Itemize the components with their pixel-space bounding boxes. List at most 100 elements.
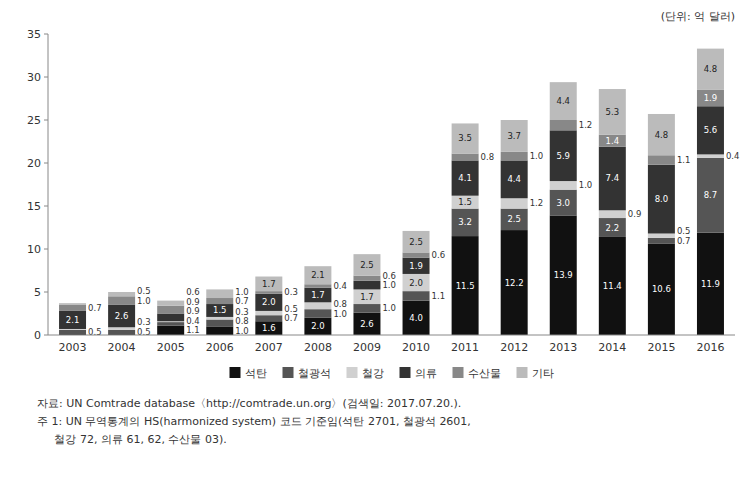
legend-swatch: [283, 367, 294, 378]
legend-item: 철광석: [283, 367, 331, 380]
y-tick: [44, 335, 48, 336]
data-label: 1.0: [333, 309, 347, 319]
data-label: 7.4: [606, 173, 620, 183]
bar-segment: [206, 298, 233, 304]
bar-segment: [501, 120, 528, 152]
legend-swatch: [347, 367, 358, 378]
bar-segment: [697, 106, 724, 154]
data-label: 1.5: [213, 305, 227, 315]
chart: 0.52.10.70.50.32.61.00.51.10.40.90.90.61…: [0, 0, 749, 482]
data-label: 4.8: [655, 130, 669, 140]
bar-segment: [697, 233, 724, 335]
note: 철강 72, 의류 61, 62, 수산물 03).: [37, 433, 227, 446]
bar-segment: [648, 244, 675, 335]
legend-label: 석탄: [245, 367, 267, 380]
data-label: 3.0: [556, 198, 570, 208]
bars: [59, 49, 724, 335]
bar-segment: [452, 209, 479, 237]
data-label: 2.0: [311, 321, 325, 331]
bar-segment: [206, 304, 233, 317]
bar-segment: [59, 303, 86, 305]
bar-segment: [403, 231, 430, 253]
bar-segment: [697, 158, 724, 233]
x-tick-label: 2010: [402, 341, 430, 354]
data-label: 1.0: [137, 296, 151, 306]
bar-segment: [452, 154, 479, 161]
data-label: 0.7: [235, 296, 249, 306]
bar-segment: [108, 305, 135, 327]
x-tick-label: 2004: [108, 341, 136, 354]
y-tick-label: 25: [27, 114, 41, 127]
bar-segment: [599, 135, 626, 147]
data-label: 2.5: [360, 260, 374, 270]
unit-label: (단위: 억 달러): [661, 10, 735, 23]
x-tick-label: 2011: [451, 341, 479, 354]
data-label: 0.3: [137, 317, 151, 327]
data-label: 4.4: [507, 174, 521, 184]
data-label: 1.0: [579, 180, 593, 190]
legend-label: 철강: [362, 367, 384, 380]
bar-segment: [108, 327, 135, 330]
bar-segment: [501, 209, 528, 231]
data-label: 0.6: [382, 271, 396, 281]
bar-segment: [255, 277, 282, 292]
y-tick-label: 5: [34, 286, 41, 299]
bar-segment: [648, 165, 675, 234]
bar-segment: [353, 313, 380, 335]
bar-segment: [403, 301, 430, 335]
bar-segment: [599, 237, 626, 335]
y-tick-label: 35: [27, 28, 41, 41]
bar-segment: [697, 49, 724, 90]
data-label: 1.0: [382, 280, 396, 290]
data-label: 8.7: [704, 190, 718, 200]
data-label: 0.5: [284, 304, 298, 314]
x-tick-label: 2015: [647, 341, 675, 354]
data-label: 2.5: [409, 237, 423, 247]
legend-label: 기타: [532, 367, 554, 380]
data-label: 11.9: [701, 279, 720, 289]
data-label: 4.8: [704, 64, 718, 74]
data-label: 0.7: [284, 313, 298, 323]
data-label: 1.7: [360, 292, 374, 302]
data-label: 11.5: [456, 281, 475, 291]
data-label: 0.6: [186, 287, 200, 297]
x-tick-label: 2008: [304, 341, 332, 354]
data-label: 0.3: [235, 307, 249, 317]
bar-segment: [304, 309, 331, 318]
bar-segment: [648, 114, 675, 155]
data-label: 4.1: [458, 173, 472, 183]
bar-segment: [452, 160, 479, 195]
bar-segment: [599, 210, 626, 218]
data-label: 1.1: [186, 325, 200, 335]
bar-segment: [648, 234, 675, 238]
x-tick-label: 2005: [157, 341, 185, 354]
bar-segment: [304, 318, 331, 335]
bar-segment: [501, 160, 528, 198]
data-label: 10.6: [652, 284, 671, 294]
data-label: 1.1: [432, 291, 446, 301]
bar-segment: [59, 311, 86, 329]
bar-segment: [550, 82, 577, 120]
bar-segment: [255, 315, 282, 321]
x-tick-label: 2013: [549, 341, 577, 354]
data-label: 0.8: [481, 152, 495, 162]
data-label: 0.8: [333, 299, 347, 309]
bar-segment: [452, 123, 479, 153]
bar-segment: [550, 190, 577, 216]
data-label: 8.0: [655, 194, 669, 204]
bar-segment: [599, 89, 626, 135]
bar-segment: [353, 254, 380, 276]
bar-segment: [157, 322, 184, 325]
y-tick: [44, 77, 48, 78]
data-label: 2.6: [360, 319, 374, 329]
bar-segment: [403, 258, 430, 274]
x-tick-label: 2016: [696, 341, 724, 354]
data-label: 0.4: [186, 316, 200, 326]
bar-segment: [255, 291, 282, 294]
data-label: 2.5: [507, 214, 521, 224]
data-label: 3.5: [458, 133, 472, 143]
data-label: 1.0: [382, 303, 396, 313]
bar-segment: [550, 181, 577, 190]
bar-segment: [108, 296, 135, 305]
legend-label: 의류: [415, 367, 437, 380]
